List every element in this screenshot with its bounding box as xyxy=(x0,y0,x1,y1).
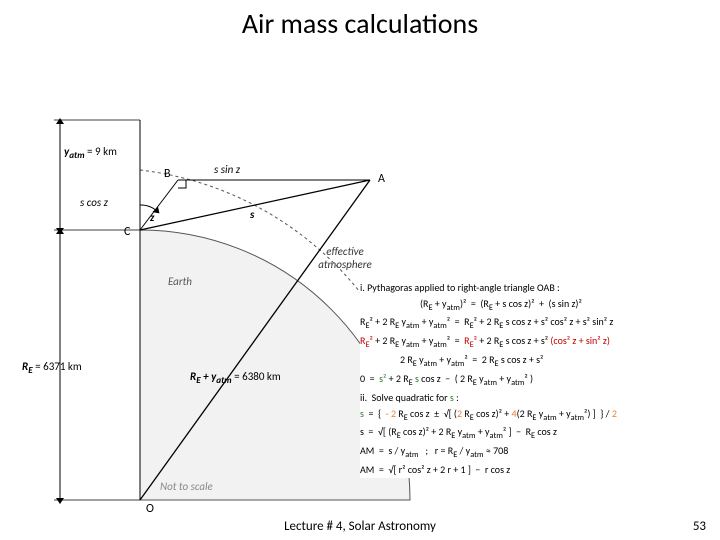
eq-l8: AM = s / yatm ; r = RE / yatm ≈ 708 xyxy=(360,443,710,462)
label-atmosphere: effective atmosphere xyxy=(310,245,380,271)
label-notscale: Not to scale xyxy=(160,480,213,493)
label-scosz: s cos z xyxy=(80,196,108,209)
eq-l3: RE² + 2 RE yatm + yatm² = RE² + 2 RE s c… xyxy=(360,333,710,352)
label-re-yatm: RE + yatm = 6380 km xyxy=(190,370,281,386)
eq-i: i. Pythagoras applied to right-angle tri… xyxy=(360,280,710,296)
footer-text: Lecture # 4, Solar Astronomy xyxy=(0,519,720,534)
label-C: C xyxy=(124,225,131,239)
eq-l2: RE² + 2 RE yatm + yatm² = RE² + 2 RE s c… xyxy=(360,314,710,333)
label-earth: Earth xyxy=(168,275,192,288)
label-yatm: yatm = 9 km xyxy=(64,145,117,161)
page-number: 53 xyxy=(693,519,706,534)
angle-z-arc xyxy=(140,205,158,212)
page-title: Air mass calculations xyxy=(0,6,720,41)
eq-l7: s = √[ (RE cos z)² + 2 RE yatm + yatm² ]… xyxy=(360,424,710,443)
right-angle-icon xyxy=(178,180,186,188)
label-B: B xyxy=(164,167,171,181)
label-O: O xyxy=(146,502,154,516)
eq-ii: ii. Solve quadratic for s : xyxy=(360,390,710,406)
label-re: RE = 6371 km xyxy=(22,360,82,376)
line-s xyxy=(140,180,370,230)
eq-l9: AM = √[ r² cos² z + 2 r + 1 ] − r cos z xyxy=(360,462,710,478)
label-A: A xyxy=(378,172,385,186)
eq-l1: (RE + yatm)² = (RE + s cos z)² + (s sin … xyxy=(360,296,710,315)
eq-l5: 0 = s² + 2 RE s cos z − ( 2 RE yatm + ya… xyxy=(360,371,710,390)
label-ssinz: s sin z xyxy=(214,163,240,176)
equation-block: i. Pythagoras applied to right-angle tri… xyxy=(360,280,710,478)
label-z: z xyxy=(150,211,154,224)
title-text: Air mass calculations xyxy=(242,6,478,41)
label-s: s xyxy=(250,208,254,221)
eq-l4: 2 RE yatm + yatm² = 2 RE s cos z + s² xyxy=(360,352,710,371)
eq-l6: s = { - 2 RE cos z ± √[ (2 RE cos z)² + … xyxy=(360,406,710,425)
